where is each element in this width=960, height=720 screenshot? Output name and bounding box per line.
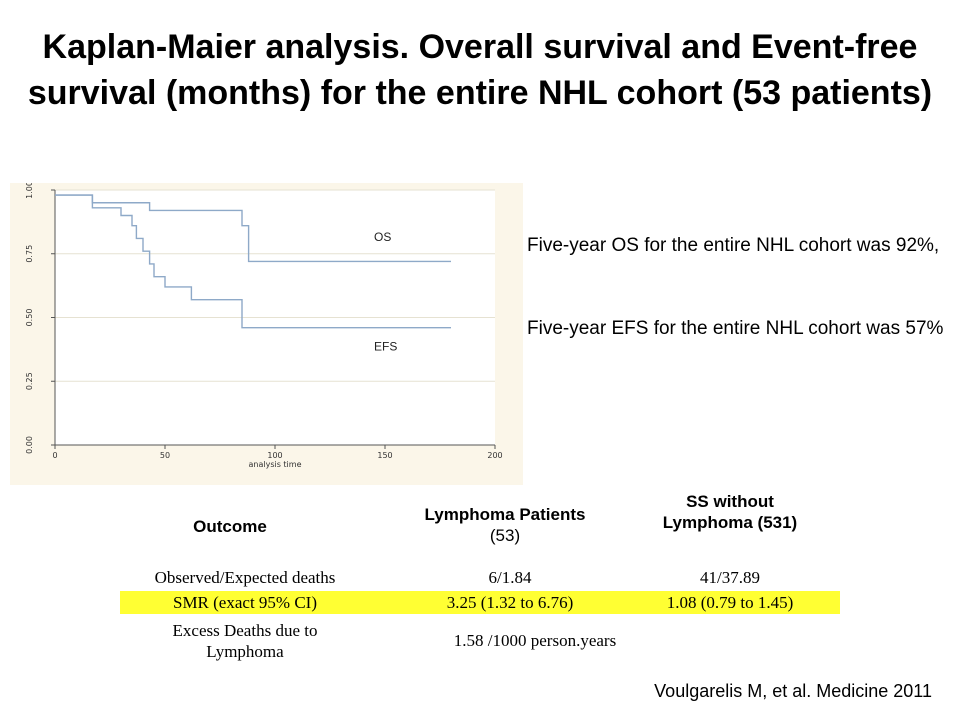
x-axis-label: analysis time: [248, 460, 301, 469]
header-ss: SS without Lymphoma (531): [630, 491, 830, 533]
efs-note: Five-year EFS for the entire NHL cohort …: [527, 318, 944, 339]
os-note: Five-year OS for the entire NHL cohort w…: [527, 235, 940, 256]
series-label-efs: EFS: [374, 340, 397, 354]
table-row-smr: SMR (exact 95% CI) 3.25 (1.32 to 6.76) 1…: [120, 591, 840, 614]
citation: Voulgarelis M, et al. Medicine 2011: [654, 681, 932, 701]
x-tick-label: 150: [377, 451, 392, 460]
row-label-line1: Excess Deaths due to: [172, 621, 318, 640]
header-ss-line2: Lymphoma (531): [662, 513, 798, 532]
header-lymphoma: Lymphoma Patients (53): [375, 504, 635, 546]
y-tick-label: 1.00: [25, 183, 34, 199]
row-label-line2: Lymphoma: [206, 642, 284, 661]
row-label: Observed/Expected deaths: [154, 568, 336, 587]
excess-deaths-value: 1.58 /1000 person.years: [453, 631, 617, 650]
y-tick-label: 0.25: [25, 372, 34, 390]
km-chart: 0.00 0.25 0.50 0.75 1.00 0 50 100 150 200 analysis…: [25, 183, 503, 469]
header-ss-line1: SS without: [686, 492, 774, 511]
table-row-excess-deaths: Excess Deaths due to Lymphoma 1.58 /1000…: [120, 620, 840, 664]
x-tick-label: 0: [52, 451, 57, 460]
y-tick-label: 0.50: [25, 309, 34, 327]
series-label-os: OS: [374, 230, 391, 244]
lymphoma-value: 6/1.84: [488, 568, 532, 587]
header-outcome: Outcome: [193, 517, 267, 536]
table-row-observed-expected: Observed/Expected deaths 6/1.84 41/37.89: [120, 568, 840, 590]
x-tick-label: 50: [160, 451, 170, 460]
lymphoma-value: 3.25 (1.32 to 6.76): [446, 593, 574, 612]
y-tick-label: 0.00: [25, 436, 34, 454]
header-lymphoma-main: Lymphoma Patients: [424, 505, 586, 524]
header-lymphoma-sub: (53): [489, 526, 521, 545]
y-tick-label: 0.75: [25, 245, 34, 263]
row-label: SMR (exact 95% CI): [172, 593, 317, 612]
row-label: Excess Deaths due to Lymphoma: [120, 620, 370, 662]
ss-value: 1.08 (0.79 to 1.45): [666, 593, 794, 612]
series-line-efs: [55, 194, 451, 329]
ss-value: 41/37.89: [700, 568, 760, 587]
km-plot-panel: 0.00 0.25 0.50 0.75 1.00 0 50 100 150 200 analysis…: [10, 183, 523, 485]
x-tick-label: 100: [267, 451, 282, 460]
x-tick-label: 200: [487, 451, 502, 460]
slide-title: Kaplan-Maier analysis. Overall survival …: [27, 28, 933, 112]
